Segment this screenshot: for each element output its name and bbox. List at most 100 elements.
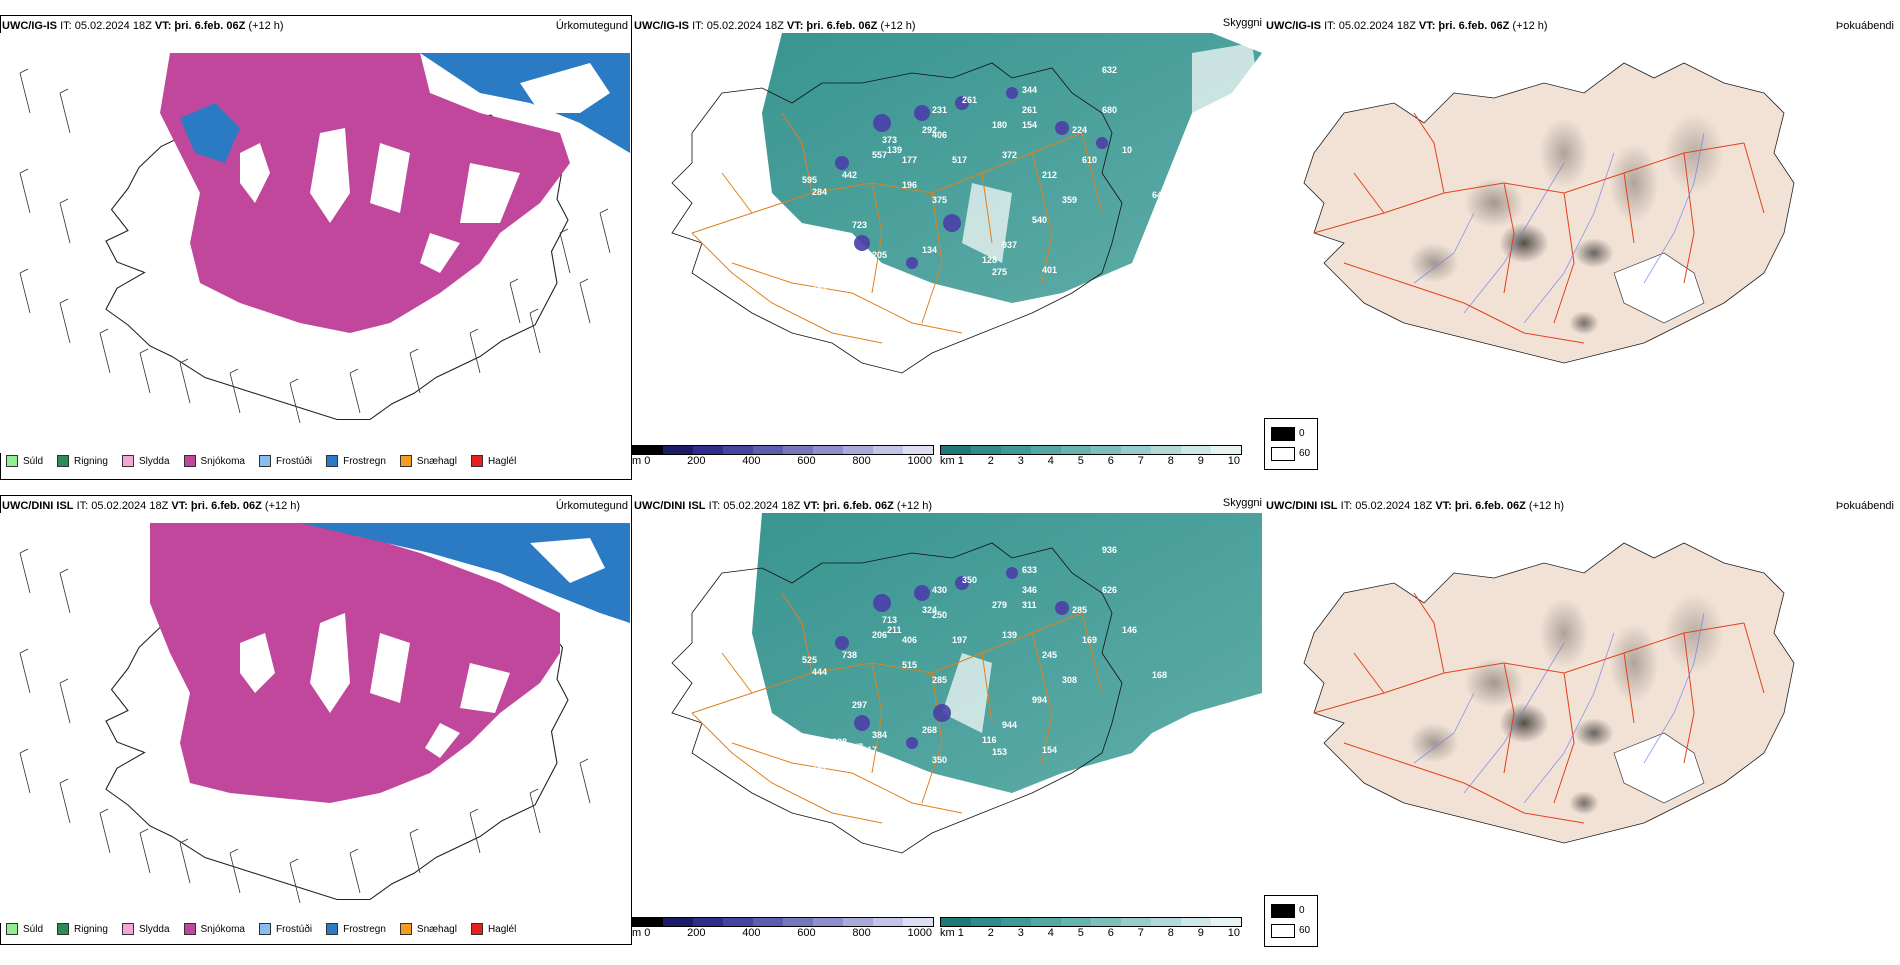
legend-swatch [399,455,412,467]
visibility-value-label: 350 [932,755,947,765]
visibility-value-label: 311 [1022,600,1037,610]
visibility-value-label: 610 [1082,155,1097,165]
panel-title: Úrkomutegund [555,20,628,32]
visibility-value-label: 154 [1022,120,1037,130]
visibility-value-label: 430 [932,585,947,595]
visibility-value-label: 344 [1022,85,1037,95]
fog-legend-swatch-0 [1271,427,1295,441]
visibility-value-label: 245 [1042,650,1057,660]
visibility-value-label: 406 [902,635,917,645]
panel-header: UWC/DINI ISL IT: 05.02.2024 18Z VT: þri.… [2,500,301,512]
colorbar-km-ticks: km 1 2 3 4 5 6 7 8 9 10 [940,927,1240,939]
legend-item: Frostregn [326,923,386,935]
precip-type-map [0,513,630,923]
visibility-value-label: 515 [902,660,917,670]
visibility-value-label: 275 [992,267,1007,277]
fog-legend: 0 60 [1264,895,1318,947]
legend-swatch [470,455,483,467]
visibility-value-label: 626 [1102,585,1117,595]
panel-header: UWC/IG-IS IT: 05.02.2024 18Z VT: þri. 6.… [2,20,284,32]
visibility-value-label: 139 [887,145,902,155]
visibility-panel-1: UWC/IG-IS IT: 05.02.2024 18Z VT: þri. 6.… [632,15,1262,485]
legend-item: Haglél [470,455,516,467]
visibility-value-label: 713 [882,615,897,625]
precip-type-map [0,33,630,453]
visibility-value-label: 525 [802,655,817,665]
legend-item: Snjókoma [183,923,245,935]
visibility-value-label: 197 [952,635,967,645]
colorbar-km [940,445,1242,455]
visibility-value-label: 196 [902,180,917,190]
visibility-value-label: 177 [902,155,917,165]
visibility-value-label: 557 [872,150,887,160]
visibility-value-label: 373 [882,135,897,145]
visibility-value-label: 268 [922,725,937,735]
legend-swatch [183,923,196,935]
colorbar-km [940,917,1242,927]
lead-time: (+12 h) [264,500,301,512]
precip-type-panel-2: UWC/DINI ISL IT: 05.02.2024 18Z VT: þri.… [0,495,632,945]
precip-type-panel-1: UWC/IG-IS IT: 05.02.2024 18Z VT: þri. 6.… [0,15,632,480]
visibility-value-label: 640 [1152,190,1167,200]
visibility-value-label: 211 [887,625,902,635]
fog-index-map [1264,33,1894,443]
init-time: IT: 05.02.2024 18Z [76,500,169,512]
legend-swatch [326,923,339,935]
legend-item: Snæhagl [399,455,457,467]
legend-item: Snæhagl [399,923,457,935]
visibility-value-label: 10 [1122,145,1132,155]
visibility-value-label: 324 [922,605,937,615]
visibility-value-label: 540 [1032,215,1047,225]
visibility-value-label: 375 [932,195,947,205]
legend-swatch [326,455,339,467]
visibility-value-label: 212 [1042,170,1057,180]
legend-swatch [399,923,412,935]
panel-title: Úrkomutegund [555,500,628,512]
visibility-value-label: 994 [1032,695,1047,705]
fog-legend-swatch-60 [1271,447,1295,461]
fog-legend: 0 60 [1264,418,1318,470]
visibility-value-label: 231 [932,105,947,115]
fog-legend-swatch-60 [1271,924,1295,938]
legend-swatch [6,455,18,467]
visibility-value-label: 384 [872,730,887,740]
visibility-value-label: 116 [982,735,997,745]
colorbar-m [632,917,934,927]
fog-index-panel-2: UWC/DINI ISL IT: 05.02.2024 18Z VT: þri.… [1264,495,1894,965]
lead-time: (+12 h) [248,20,284,32]
visibility-value-label: 153 [822,273,837,283]
visibility-value-label: 271 [832,760,847,770]
legend-item: Súld [6,923,43,935]
legend-swatch [470,923,483,935]
visibility-value-label: 936 [1102,545,1117,555]
visibility-value-label: 261 [1022,105,1037,115]
panel-title: Skyggni [1222,17,1262,29]
fog-legend-label-0: 0 [1299,905,1305,916]
visibility-value-label: 723 [852,220,867,230]
visibility-value-label: 169 [1082,635,1097,645]
legend-item: Frostúði [258,923,312,935]
fog-index-panel-1: UWC/IG-IS IT: 05.02.2024 18Z VT: þri. 6.… [1264,15,1894,485]
panel-header: UWC/DINI ISL IT: 05.02.2024 18Z VT: þri.… [1266,500,1565,512]
visibility-value-label: 261 [962,95,977,105]
legend-swatch [183,455,196,467]
visibility-value-label: 359 [1062,195,1077,205]
visibility-value-label: 442 [842,170,857,180]
fog-legend-label-60: 60 [1299,448,1311,459]
visibility-value-label: 517 [952,155,967,165]
legend-swatch [121,923,134,935]
visibility-value-label: 346 [1022,585,1037,595]
visibility-value-label: 153 [992,747,1007,757]
visibility-value-label: 154 [1042,745,1057,755]
visibility-value-label: 139 [1002,630,1017,640]
visibility-value-label: 406 [932,130,947,140]
visibility-value-label: 206 [872,630,887,640]
valid-time: þri. 6.feb. 06Z [174,20,246,32]
visibility-value-label: 180 [992,120,1007,130]
visibility-value-label: 123 [832,257,847,267]
visibility-value-label: 284 [812,187,827,197]
visibility-value-label: 128 [982,255,997,265]
